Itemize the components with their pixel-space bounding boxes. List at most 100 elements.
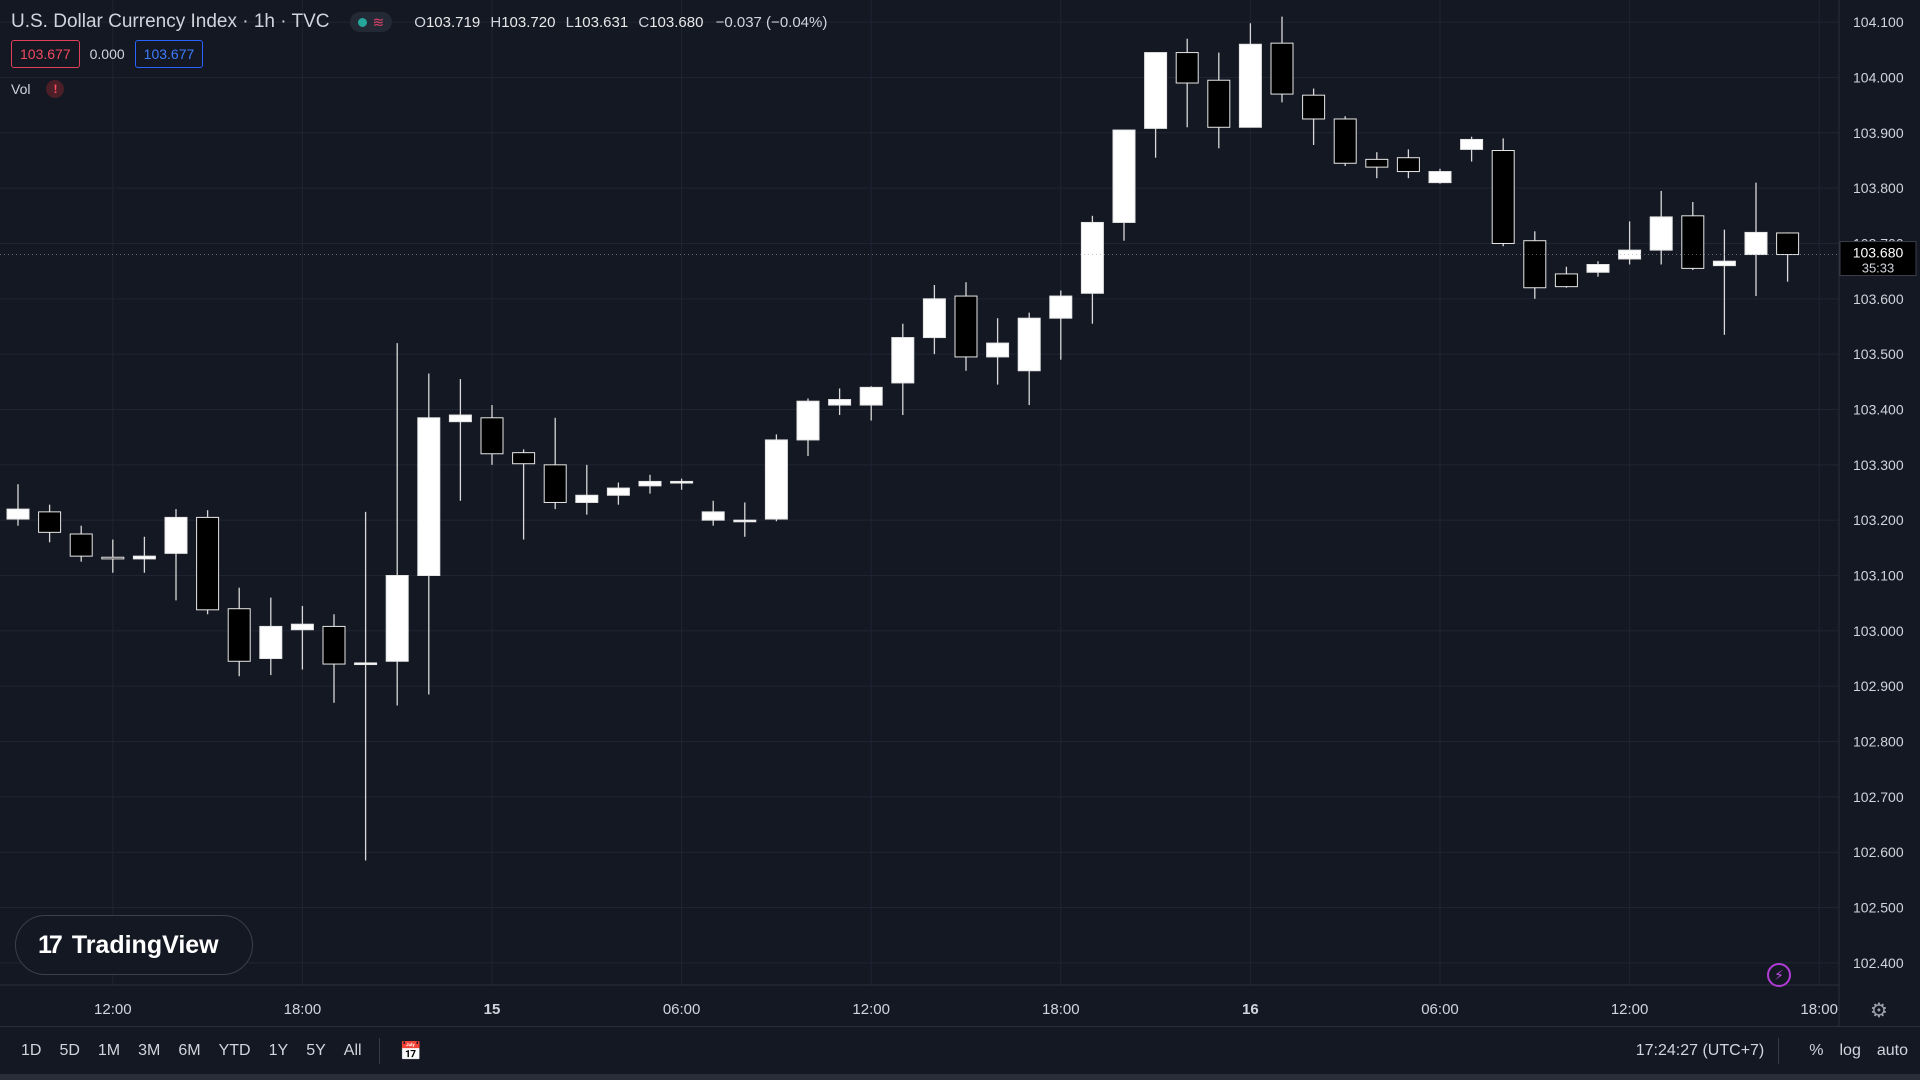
candle-body [986,342,1010,358]
range-3m-button[interactable]: 3M [138,1042,161,1059]
candle-body [701,511,725,521]
gear-icon[interactable]: ⚙ [1870,1000,1888,1022]
price-axis-label: 104.000 [1853,69,1904,85]
candle-body [1460,138,1484,150]
goto-date-calendar-icon[interactable]: 📅 [399,1040,422,1061]
data-delay-wave-icon: ≋ [372,14,385,30]
range-6m-button[interactable]: 6M [178,1042,201,1059]
candle-body [480,417,504,455]
chart-grid [0,0,1839,985]
open-label: O [414,13,426,31]
candlestick-chart[interactable]: 104.100104.000103.900103.800103.700103.6… [0,0,1920,1026]
candle-body [670,480,694,484]
low-value: 103.631 [573,13,629,31]
volume-label[interactable]: Vol [11,81,31,97]
toolbar-divider [378,1038,380,1064]
candle-body [1238,43,1262,128]
time-axis-label: 16 [1242,1001,1259,1018]
candle-body [322,625,346,665]
price-axis-label: 102.400 [1853,955,1904,971]
candle-body [290,623,314,631]
percent-scale-toggle[interactable]: % [1809,1042,1824,1059]
candle-body [227,608,251,662]
candle-body [259,625,283,660]
close-label: C [638,13,650,31]
candle-body [1080,221,1104,294]
candle-body [1649,216,1673,251]
price-axis-label: 103.000 [1853,623,1904,639]
range-5y-button[interactable]: 5Y [306,1042,326,1059]
candle-body [606,487,630,496]
volume-indicator-legend: Vol ! [11,80,65,98]
range-ytd-button[interactable]: YTD [218,1042,251,1059]
last-price-value: 103.680 [1853,245,1904,261]
high-value: 103.720 [501,13,556,31]
candle-body [543,464,567,503]
candle-body [1112,129,1136,223]
candle-body [828,399,852,406]
auto-scale-toggle[interactable]: auto [1876,1042,1908,1059]
range-all-button[interactable]: All [343,1042,362,1059]
time-axis-label: 06:00 [663,1001,701,1018]
bid-ask-panel: 103.677 0.000 103.677 [11,40,204,68]
price-change: −0.037 (−0.04%) [715,13,828,31]
bar-countdown: 35:33 [1862,261,1895,276]
bottom-toolbar: 1D 5D 1M 3M 6M YTD 1Y 5Y All 📅 17:24:27 … [0,1026,1920,1075]
range-1d-button[interactable]: 1D [21,1042,42,1059]
candle-body [1712,260,1736,267]
candle-body [1175,52,1199,84]
candle-body [1523,240,1547,289]
volume-warning-icon[interactable]: ! [46,80,65,98]
time-axis-label: 12:00 [1611,1001,1649,1018]
sell-price-button[interactable]: 103.677 [11,40,80,68]
candle-body [38,511,62,533]
lightning-icon[interactable]: ⚡ [1767,963,1791,987]
candle-body [1744,231,1768,256]
candle-body [1681,215,1705,269]
candle-body [1333,118,1357,164]
price-axis-label: 103.800 [1853,180,1904,196]
candle-body [1776,232,1800,256]
time-axis-label: 06:00 [1421,1001,1459,1018]
time-axis-label: 12:00 [852,1001,890,1018]
candle-body [922,298,946,339]
candle-body [132,555,156,560]
candle-body [1049,295,1073,319]
range-5d-button[interactable]: 5D [59,1042,80,1059]
candle-body [1491,150,1515,244]
candle-body [448,414,472,423]
price-axis-label: 102.600 [1853,844,1904,860]
time-axis[interactable]: 12:00 18:00 15 06:00 12:00 18:00 16 06:00 12:00 1… [94,1001,1838,1018]
price-axis-label: 102.800 [1853,734,1904,750]
close-value: 103.680 [649,13,704,31]
range-1m-button[interactable]: 1M [97,1042,121,1059]
market-open-dot-icon [357,17,367,27]
timezone-clock[interactable]: 17:24:27 (UTC+7) [1635,1042,1765,1059]
candle-body [1618,249,1642,260]
candle-body [1554,273,1578,288]
candle-body [6,508,30,520]
price-axis-label: 103.900 [1853,125,1904,141]
candle-body [1396,157,1420,173]
candle-body [891,337,915,384]
price-axis-label: 104.100 [1853,14,1904,30]
price-axis-label: 103.600 [1853,291,1904,307]
candle-body [733,519,757,523]
market-status[interactable]: ≋ [349,12,393,32]
bottom-scroll-strip [0,1074,1920,1080]
time-axis-label: 18:00 [1042,1001,1080,1018]
tradingview-logo[interactable]: 17 TradingView [15,915,253,975]
candle-body [164,516,188,554]
candle-body [764,439,788,520]
candle-body [638,480,662,487]
symbol-title[interactable]: U.S. Dollar Currency Index · 1h · TVC [11,11,330,32]
buy-price-button[interactable]: 103.677 [134,40,204,68]
price-axis[interactable]: 104.100104.000103.900103.800103.700103.6… [1853,14,1904,971]
candle-body [1207,79,1231,128]
high-label: H [490,13,502,31]
time-axis-label: 12:00 [94,1001,132,1018]
range-1y-button[interactable]: 1Y [268,1042,289,1059]
price-axis-label: 103.300 [1853,457,1904,473]
log-scale-toggle[interactable]: log [1839,1042,1861,1059]
